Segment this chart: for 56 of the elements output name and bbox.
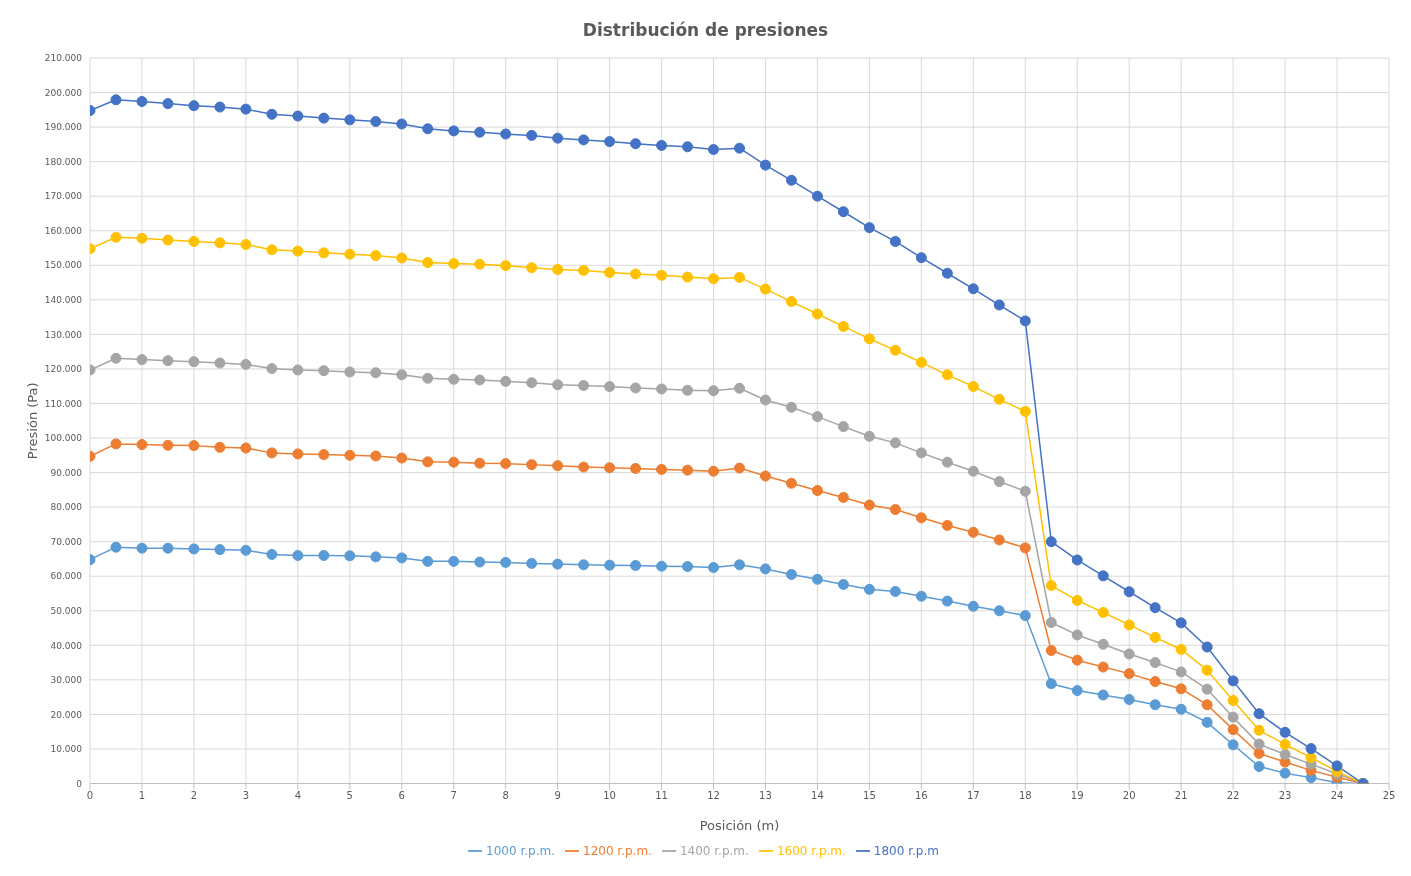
x-tick-label: 21 (1174, 789, 1188, 801)
x-tick-label: 25 (1382, 789, 1396, 801)
x-tick-label: 5 (346, 789, 353, 801)
legend-label: 1200 r.p.m. (583, 843, 652, 858)
x-tick-label: 13 (759, 789, 772, 801)
y-axis-title: Presión (Pa) (24, 382, 40, 460)
x-axis-title: Posición (m) (699, 817, 780, 833)
y-tick-label: 130.000 (44, 329, 83, 340)
legend-label: 1400 r.p.m. (679, 843, 749, 858)
x-tick-label: 23 (1278, 789, 1292, 801)
x-tick-label: 0 (86, 789, 94, 801)
y-tick-label: 190.000 (44, 122, 83, 133)
chart-title: Distribución de presiones (581, 19, 830, 42)
y-tick-label: 70.000 (50, 536, 83, 547)
y-tick-label: 10.000 (50, 744, 83, 755)
x-tick-label: 17 (966, 789, 980, 801)
x-tick-label: 8 (502, 789, 509, 801)
y-tick-label: 90.000 (50, 467, 83, 478)
y-tick-label: 160.000 (44, 225, 83, 236)
y-tick-label: 30.000 (50, 675, 83, 686)
y-tick-label: 100.000 (44, 433, 83, 444)
y-tick-label: 150.000 (44, 260, 83, 271)
x-tick-label: 9 (554, 789, 561, 801)
y-tick-label: 180.000 (44, 156, 83, 167)
x-tick-label: 14 (811, 789, 824, 801)
y-tick-label: 50.000 (50, 605, 83, 616)
legend-label: 1600 r.p.m. (776, 843, 846, 858)
y-tick-label: 60.000 (50, 571, 83, 582)
y-tick-label: 210.000 (44, 53, 83, 64)
y-tick-label: 0 (76, 778, 83, 789)
x-tick-label: 10 (603, 789, 616, 801)
x-tick-label: 1 (138, 789, 146, 801)
x-tick-label: 2 (190, 789, 198, 801)
x-tick-label: 19 (1070, 789, 1084, 801)
x-tick-label: 6 (398, 789, 405, 801)
x-tick-label: 15 (863, 789, 876, 801)
x-tick-label: 16 (914, 789, 928, 801)
x-tick-label: 11 (655, 789, 668, 801)
x-tick-label: 7 (450, 789, 457, 801)
y-tick-label: 80.000 (50, 502, 83, 513)
y-tick-label: 170.000 (44, 191, 83, 202)
x-tick-label: 24 (1330, 789, 1344, 801)
x-tick-label: 3 (242, 789, 250, 801)
y-tick-label: 110.000 (44, 398, 83, 409)
x-tick-label: 18 (1018, 789, 1032, 801)
x-tick-label: 12 (707, 789, 720, 801)
legend-label: 1000 r.p.m. (486, 843, 555, 858)
x-tick-label: 22 (1226, 789, 1240, 801)
y-tick-label: 120.000 (44, 364, 83, 375)
y-tick-label: 140.000 (44, 295, 83, 306)
y-tick-label: 20.000 (50, 709, 83, 720)
x-tick-label: 20 (1122, 789, 1136, 801)
y-tick-label: 40.000 (50, 640, 83, 651)
x-tick-label: 4 (294, 789, 302, 801)
legend-label: 1800 r.p.m (873, 843, 939, 858)
y-tick-label: 200.000 (44, 87, 83, 98)
